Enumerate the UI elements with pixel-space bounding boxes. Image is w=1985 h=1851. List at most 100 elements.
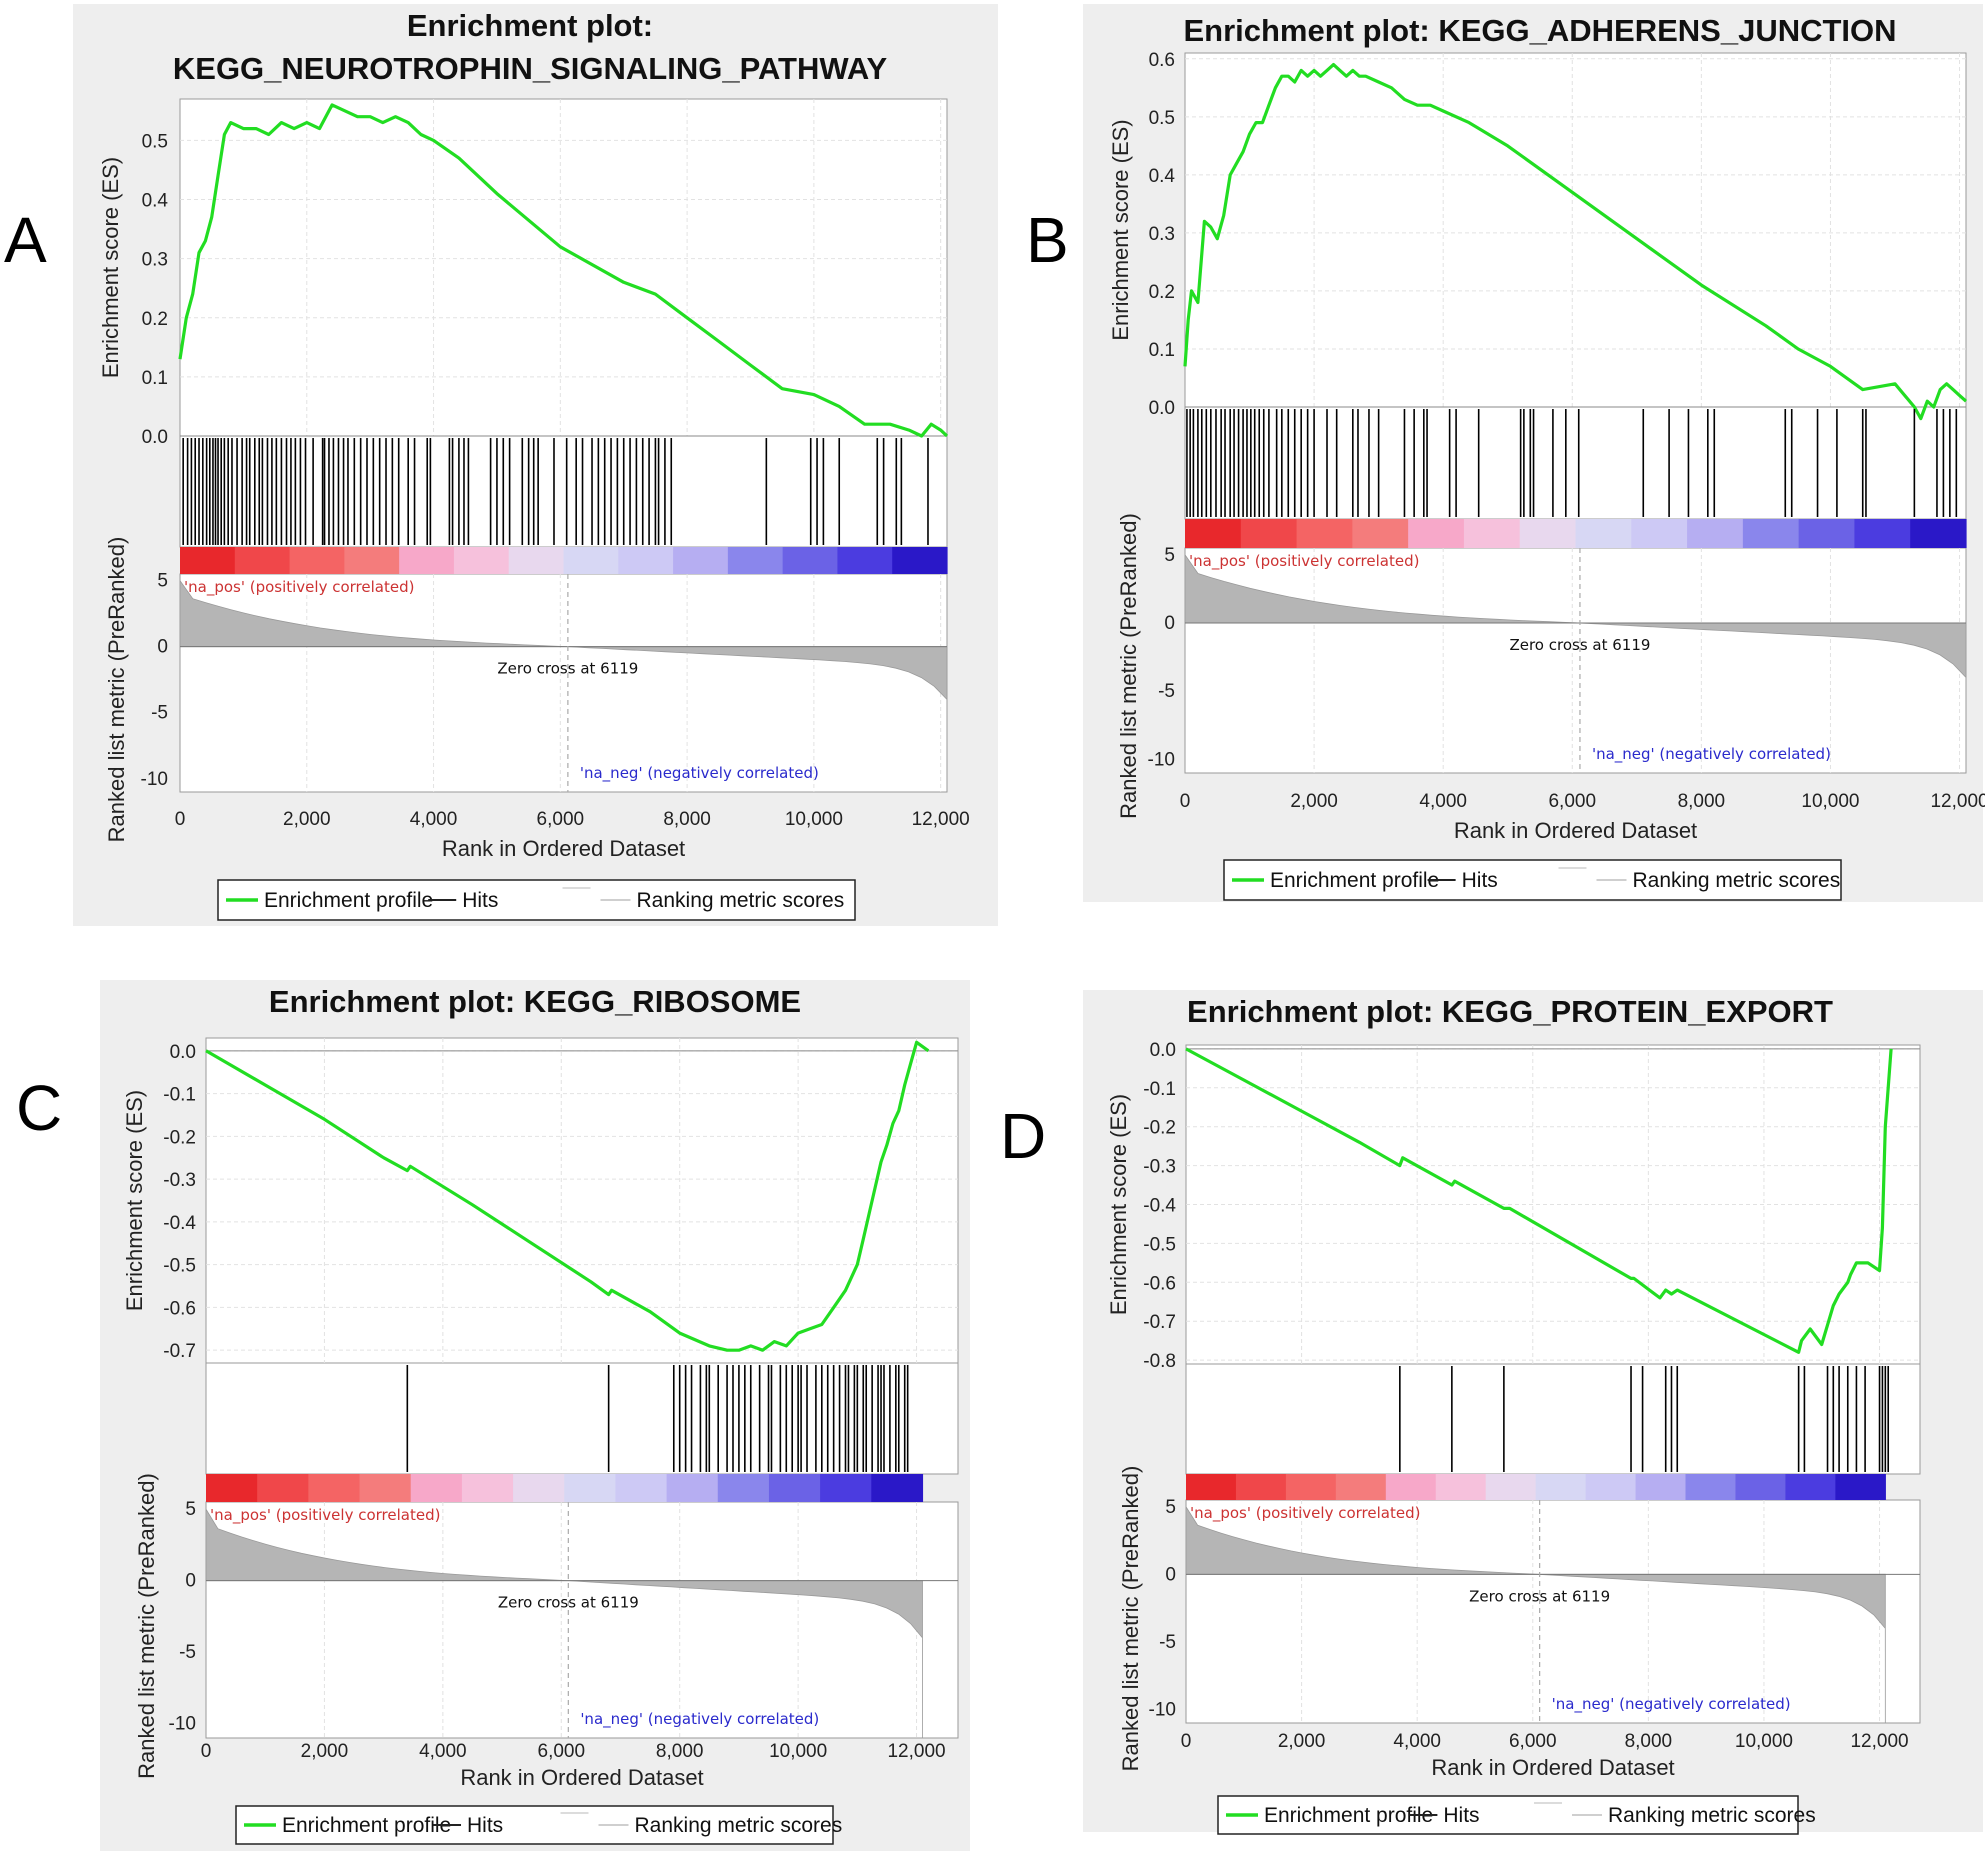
ranking-color-segment [1352,519,1409,548]
es-ytick-label: -0.3 [1143,1157,1176,1178]
es-ytick-label: -0.8 [1143,1351,1176,1372]
xtick-label: 12,000 [1850,1731,1908,1752]
enrichment-panel-b: B Enrichment plot: KEGG_ADHERENS_JUNCTION… [1026,4,1985,902]
legend-ranking-label: Ranking metric scores [1633,869,1841,892]
legend-enrichment-label: Enrichment profile [1270,869,1439,892]
legend-ranking-label: Ranking metric scores [635,1814,843,1837]
es-ytick-label: -0.3 [163,1170,196,1191]
legend-box [1217,1795,1799,1835]
panel-letter: D [1000,1100,1046,1172]
ranking-color-segment [717,1474,770,1502]
es-ytick-label: 0.1 [142,368,168,389]
legend: Enrichment profile Hits Ranking metric sco… [1223,859,1842,901]
es-ytick-label: -0.1 [163,1085,196,1106]
ranking-color-segment [1798,519,1856,548]
metric-y-axis-label: Ranked list metric (PreRanked) [1118,1466,1143,1772]
legend: Enrichment profile Hits Ranking metric sco… [235,1805,843,1845]
metric-plot-area [1185,1499,1921,1724]
neg-correlated-label: 'na_neg' (negatively correlated) [1552,1695,1791,1714]
metric-ytick-label: -5 [151,703,168,724]
ranking-color-segment [1575,519,1632,548]
ranking-color-segment [461,1474,514,1502]
es-y-axis-label: Enrichment score (ES) [1106,1094,1131,1315]
zero-cross-label: Zero cross at 6119 [498,1594,639,1612]
ranking-color-segment [1735,1474,1787,1500]
metric-plot-area [1184,547,1967,774]
xtick-label: 0 [1180,791,1191,812]
xtick-label: 6,000 [538,1741,586,1762]
es-ytick-label: -0.2 [1143,1118,1176,1139]
ranking-color-segment [257,1474,309,1502]
ranking-color-segment [410,1474,463,1502]
ranking-color-segment [1240,519,1298,548]
ranking-color-segment [1910,519,1967,548]
legend-hits-label: Hits [1443,1804,1479,1827]
zero-cross-label: Zero cross at 6119 [497,660,638,678]
x-axis-label: Rank in Ordered Dataset [1454,818,1697,843]
xtick-label: 4,000 [1393,1731,1441,1752]
ranking-color-segment [1185,519,1242,548]
ranking-color-segment [1285,1474,1337,1500]
xtick-label: 0 [1181,1731,1192,1752]
hits-area [179,435,948,548]
ranking-color-segment [1635,1474,1687,1500]
legend-enrichment-label: Enrichment profile [264,889,433,912]
ranking-color-segment [1385,1474,1437,1500]
ranking-color-segment [1835,1474,1886,1500]
metric-ytick-label: -10 [141,769,168,790]
xtick-label: 10,000 [1801,791,1859,812]
ranking-color-segment [666,1474,719,1502]
xtick-label: 10,000 [785,809,843,830]
es-ytick-label: -0.7 [163,1341,196,1362]
pos-correlated-label: 'na_pos' (positively correlated) [1189,552,1419,571]
enrichment-profile-line [205,1040,930,1352]
xtick-label: 4,000 [419,1741,467,1762]
ranking-color-segment [289,547,345,574]
xtick-label: 0 [201,1741,212,1762]
metric-y-axis-label: Ranked list metric (PreRanked) [104,537,129,843]
ranking-color-segment [615,1474,668,1502]
ranking-color-segment [1631,519,1688,548]
xtick-label: 0 [175,809,186,830]
xtick-label: 12,000 [912,809,970,830]
es-ytick-label: -0.5 [1143,1234,1176,1255]
x-axis-label: Rank in Ordered Dataset [460,1765,703,1790]
es-y-axis-label: Enrichment score (ES) [122,1090,147,1311]
xtick-label: 8,000 [1625,1731,1673,1752]
neg-correlated-label: 'na_neg' (negatively correlated) [580,764,819,783]
xtick-label: 2,000 [283,809,331,830]
ranking-color-segment [837,547,893,574]
enrichment-profile-line [178,103,949,438]
legend: Enrichment profile Hits Ranking metric sco… [1217,1795,1816,1835]
es-ytick-label: 0.1 [1149,340,1175,361]
xtick-label: 10,000 [1735,1731,1793,1752]
metric-ytick-label: 5 [185,1499,196,1520]
ranking-color-segment [508,547,565,574]
metric-ytick-label: -10 [1149,1699,1176,1720]
legend-enrichment-label: Enrichment profile [1264,1804,1433,1827]
ranking-color-segment [1235,1474,1287,1500]
metric-ytick-label: -5 [1158,681,1175,702]
metric-ytick-label: 0 [1165,1564,1176,1585]
legend-box [1223,859,1842,901]
metric-y-axis-label: Ranked list metric (PreRanked) [1116,513,1141,819]
es-plot-area [179,98,948,437]
es-ytick-label: -0.2 [163,1127,196,1148]
ranking-color-segment [453,547,510,574]
ranking-color-segment [1463,519,1521,548]
es-ytick-label: 0.4 [142,191,169,212]
xtick-label: 12,000 [1930,791,1985,812]
neg-correlated-label: 'na_neg' (negatively correlated) [1592,745,1831,764]
panel-letter: C [16,1072,62,1144]
es-ytick-label: 0.6 [1149,50,1175,71]
metric-ytick-label: -5 [1159,1632,1176,1653]
legend-ranking-label: Ranking metric scores [637,889,845,912]
ranking-color-segment [1535,1474,1587,1500]
ranking-color-segment [1335,1474,1387,1500]
chart-title: Enrichment plot: [407,8,653,43]
es-y-axis-label: Enrichment score (ES) [1108,119,1133,340]
enrichment-panel-d: D Enrichment plot: KEGG_PROTEIN_EXPORT 0.0… [1000,990,1983,1835]
es-ytick-label: -0.6 [1143,1273,1176,1294]
es-ytick-label: 0.2 [1149,282,1175,303]
